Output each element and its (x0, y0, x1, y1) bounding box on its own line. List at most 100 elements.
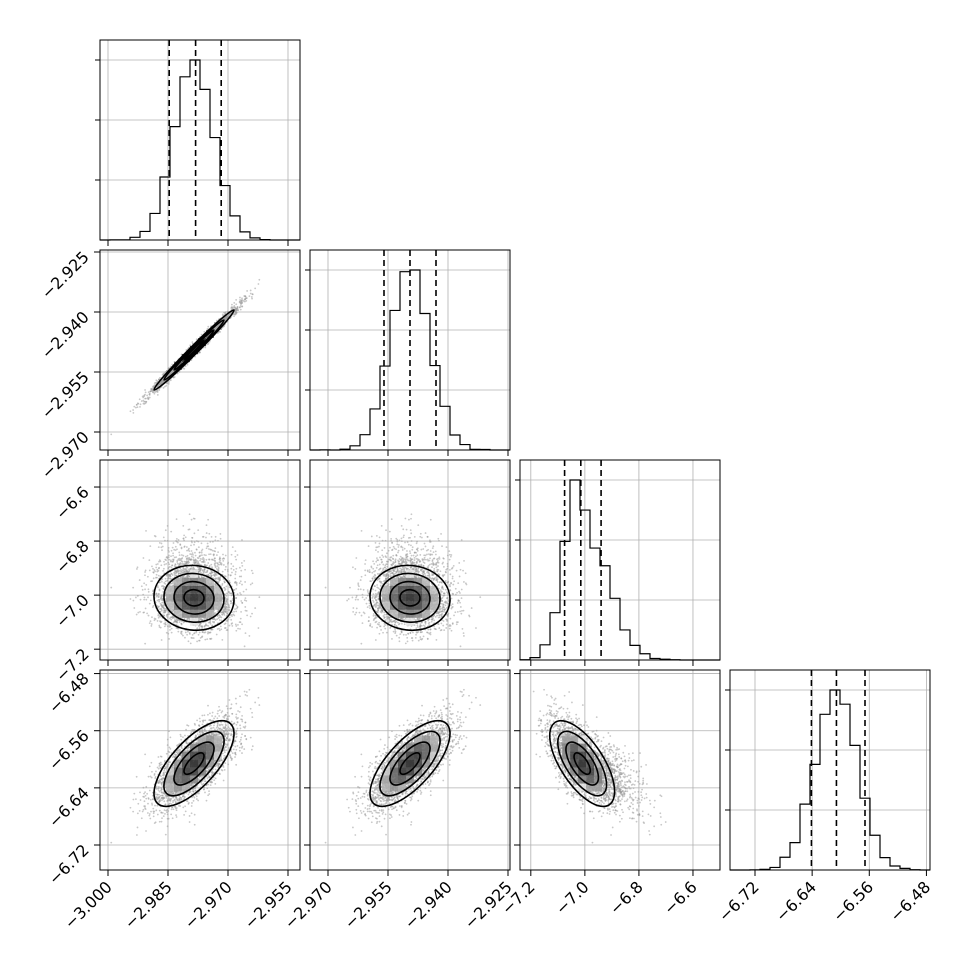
sample-point (230, 618, 233, 621)
sample-point (143, 582, 146, 585)
sample-point (239, 308, 242, 311)
sample-point (245, 599, 248, 602)
sample-point (182, 537, 185, 540)
sample-point (200, 549, 203, 552)
sample-point (134, 406, 137, 409)
sample-point (218, 619, 221, 621)
sample-point (178, 370, 181, 373)
sample-point (168, 554, 170, 557)
sample-point (237, 627, 239, 630)
sample-point (198, 631, 201, 634)
sample-point (214, 547, 217, 550)
sample-point (153, 619, 156, 622)
sample-point (202, 556, 205, 559)
sample-point (234, 308, 237, 311)
sample-point (143, 596, 146, 599)
sample-point (199, 558, 202, 560)
sample-point (154, 391, 156, 394)
sample-point (222, 553, 224, 556)
sample-point (201, 548, 204, 551)
sample-point (132, 411, 135, 414)
sample-point (219, 533, 222, 535)
sample-point (242, 300, 245, 302)
sample-point (254, 607, 257, 609)
sample-point (214, 539, 217, 542)
sample-point (254, 287, 257, 290)
sample-point (221, 313, 224, 316)
sample-point (213, 620, 215, 623)
sample-point (238, 582, 241, 585)
sample-point (235, 558, 238, 561)
sample-point (244, 295, 246, 297)
sample-point (160, 639, 163, 641)
sample-point (186, 363, 189, 366)
sample-point (190, 636, 193, 639)
sample-point (210, 535, 213, 538)
sample-point (224, 317, 227, 319)
sample-point (160, 546, 163, 549)
sample-point (218, 556, 221, 559)
sample-point (213, 571, 216, 574)
sample-point (158, 383, 161, 386)
sample-point (197, 625, 200, 627)
sample-point (156, 568, 159, 571)
sample-point (176, 561, 179, 563)
sample-point (209, 572, 212, 575)
sample-point (197, 529, 200, 532)
contour-0 (183, 339, 205, 361)
sample-point (165, 574, 168, 577)
sample-point (240, 300, 243, 303)
density-cell (174, 362, 182, 370)
sample-point (200, 333, 203, 336)
sample-point (158, 389, 161, 391)
sample-point (160, 381, 163, 384)
sample-point (239, 304, 242, 307)
sample-point (193, 517, 196, 520)
sample-point (171, 363, 174, 366)
sample-point (165, 384, 168, 387)
sample-point (203, 625, 206, 628)
sample-point (187, 640, 190, 643)
sample-point (185, 349, 188, 351)
sample-point (161, 580, 163, 583)
sample-point (175, 518, 178, 521)
sample-point (132, 409, 135, 411)
sample-point (142, 557, 145, 559)
sample-point (235, 567, 238, 570)
sample-point (178, 554, 181, 557)
sample-point (156, 394, 159, 396)
sample-point (227, 313, 230, 316)
sample-point (201, 554, 203, 557)
sample-point (139, 598, 142, 601)
sample-point (201, 558, 204, 561)
sample-point (235, 587, 238, 590)
sample-point (244, 609, 247, 612)
sample-point (159, 620, 161, 623)
sample-point (205, 547, 208, 550)
sample-point (216, 615, 219, 618)
sample-point (239, 296, 241, 299)
sample-point (231, 599, 234, 601)
panel-frame (99, 249, 301, 451)
sample-point (145, 583, 148, 586)
sample-point (190, 540, 193, 543)
sample-point (214, 557, 216, 560)
sample-point (226, 570, 229, 573)
sample-point (191, 541, 193, 544)
sample-point (243, 298, 246, 301)
sample-point (185, 560, 188, 563)
sample-point (249, 292, 252, 295)
sample-point (142, 593, 145, 596)
sample-point (155, 379, 158, 382)
sample-point (233, 610, 235, 613)
sample-point (221, 638, 224, 641)
sample-point (245, 588, 248, 591)
sample-point (251, 582, 254, 585)
sample-point (206, 328, 209, 330)
sample-point (209, 540, 212, 543)
sample-point (186, 554, 189, 557)
sample-point (164, 580, 167, 583)
sample-point (157, 567, 160, 570)
sample-point (241, 305, 244, 308)
